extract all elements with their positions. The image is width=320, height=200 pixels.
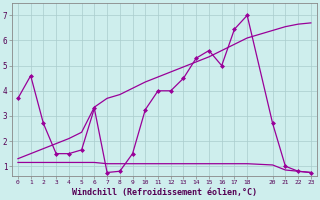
X-axis label: Windchill (Refroidissement éolien,°C): Windchill (Refroidissement éolien,°C) (72, 188, 257, 197)
